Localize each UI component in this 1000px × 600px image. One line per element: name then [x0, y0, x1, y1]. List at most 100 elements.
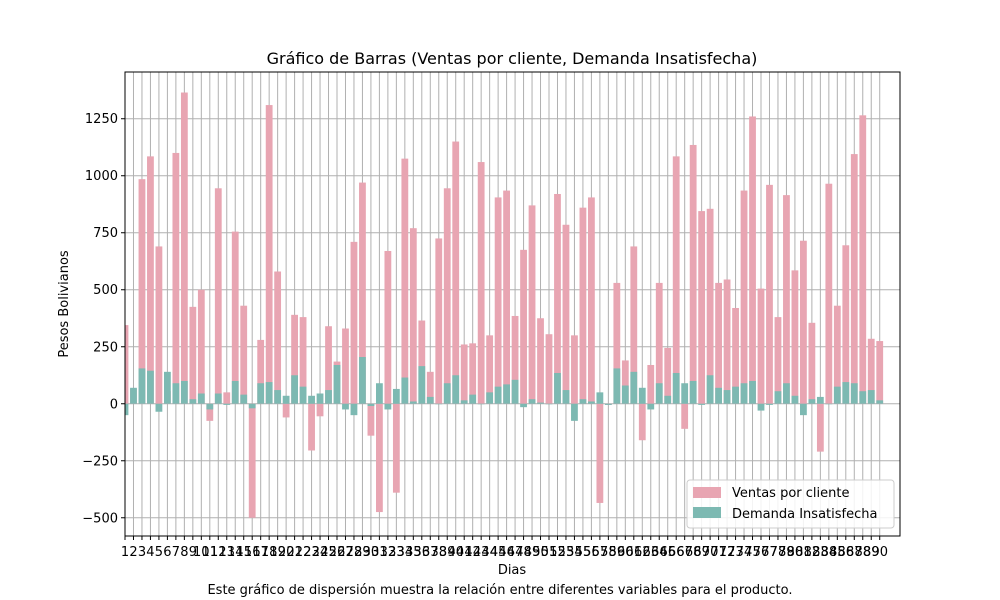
x-tick-label: 31: [371, 545, 388, 560]
bar-demanda: [859, 391, 867, 404]
bar-demanda: [452, 375, 460, 404]
bar-demanda: [638, 387, 646, 404]
bar-demanda: [562, 390, 570, 404]
bar-demanda: [180, 380, 188, 404]
bar-ventas: [503, 190, 510, 404]
bar-ventas: [579, 207, 587, 404]
x-tick-label: 43: [473, 545, 490, 560]
plot-frame: [124, 71, 901, 537]
bar-demanda: [706, 375, 714, 404]
x-tick-label: 69: [693, 545, 710, 560]
bar-ventas: [299, 317, 307, 404]
legend-frame: [686, 479, 895, 529]
x-tick-label: 86: [838, 545, 855, 560]
x-tick-label: 37: [422, 545, 439, 560]
bar-ventas: [859, 115, 867, 404]
x-tick-label: 60: [617, 545, 634, 560]
x-tick-label: 16: [244, 545, 261, 560]
x-tick-label: 78: [770, 545, 787, 560]
bar-ventas: [766, 184, 773, 404]
bar-demanda: [783, 383, 790, 404]
bar-demanda: [248, 403, 256, 409]
bar-demanda: [376, 383, 383, 404]
bar-ventas: [571, 335, 578, 404]
bar-ventas: [308, 403, 315, 451]
x-tick-label: 17: [252, 545, 269, 560]
legend: Ventas por cliente Demanda Insatisfecha: [686, 479, 895, 529]
bar-ventas: [833, 305, 841, 404]
bar-ventas: [248, 403, 256, 518]
x-tick-label: 77: [761, 545, 778, 560]
x-tick-label: 33: [388, 545, 405, 560]
x-tick-label: 67: [676, 545, 693, 560]
bar-ventas: [528, 205, 536, 404]
bar-ventas: [613, 282, 621, 404]
x-tick-label: 59: [609, 545, 626, 560]
bar-ventas: [672, 156, 680, 404]
x-tick-label: 61: [626, 545, 643, 560]
bar-ventas: [291, 314, 298, 404]
bar-demanda: [503, 384, 510, 404]
bar-demanda: [571, 403, 578, 421]
x-tick-label: 5: [155, 545, 163, 560]
y-axis: −500 −250 0 250 500 750 1000 1250: [82, 112, 125, 526]
y-tick-label: −250: [82, 454, 118, 469]
bar-ventas: [808, 322, 816, 404]
bar-demanda: [537, 402, 544, 404]
bar-demanda: [469, 394, 477, 404]
bar-demanda: [850, 383, 858, 404]
x-tick-label: 79: [778, 545, 795, 560]
bar-demanda: [206, 403, 214, 410]
x-tick-label: 49: [524, 545, 541, 560]
bar-demanda: [308, 395, 315, 404]
bar-ventas: [418, 320, 426, 404]
x-tick-label: 14: [227, 545, 244, 560]
bar-demanda: [655, 383, 663, 404]
bar-ventas: [180, 92, 188, 404]
bar-demanda: [681, 383, 689, 404]
bar-demanda: [367, 403, 375, 407]
x-tick-label: 36: [414, 545, 431, 560]
bar-ventas: [749, 116, 756, 404]
bar-ventas: [689, 144, 697, 404]
x-tick-label: 27: [337, 545, 354, 560]
x-tick-label: 30: [363, 545, 380, 560]
chart-caption: Este gráfico de dispersión muestra la re…: [207, 583, 793, 598]
bar-demanda: [664, 395, 672, 404]
bar-demanda: [130, 387, 137, 404]
x-tick-label: 83: [812, 545, 829, 560]
bar-demanda: [511, 379, 519, 404]
bar-demanda: [172, 383, 180, 404]
bar-ventas: [520, 249, 527, 404]
x-tick-label: 32: [380, 545, 397, 560]
bar-ventas: [876, 341, 884, 404]
x-tick-label: 19: [269, 545, 286, 560]
bar-ventas: [409, 228, 417, 404]
x-tick-label: 4: [146, 545, 154, 560]
bar-ventas: [723, 279, 731, 404]
x-tick-label: 87: [846, 545, 863, 560]
bar-demanda: [384, 403, 392, 410]
bar-demanda: [392, 388, 400, 404]
bar-demanda: [257, 383, 265, 404]
bar-demanda: [147, 370, 154, 404]
bar-ventas: [698, 211, 706, 404]
bar-ventas: [774, 317, 782, 404]
bar-demanda: [164, 371, 171, 404]
legend-label-ventas: Ventas por cliente: [732, 486, 849, 501]
bar-demanda: [138, 368, 146, 404]
bar-demanda: [350, 403, 358, 416]
bar-ventas: [588, 197, 595, 404]
bar-demanda: [528, 399, 536, 404]
bar-ventas: [452, 141, 460, 404]
bar-ventas: [172, 152, 180, 404]
bar-ventas: [621, 360, 629, 404]
bar-ventas: [511, 315, 519, 404]
x-tick-label: 89: [863, 545, 880, 560]
x-tick-label: 11: [202, 545, 219, 560]
bar-ventas: [664, 347, 672, 404]
legend-swatch-demanda: [693, 507, 721, 518]
bar-demanda: [723, 390, 731, 404]
bar-ventas: [240, 305, 248, 404]
